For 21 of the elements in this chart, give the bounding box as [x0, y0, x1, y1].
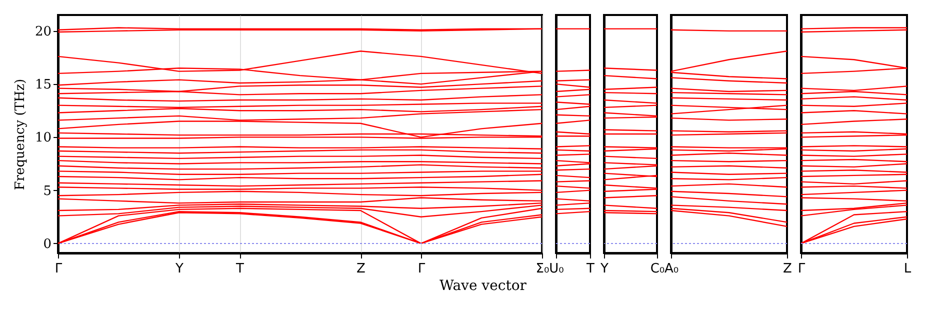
x-tick-label: T [586, 262, 595, 276]
x-tick-label: Γ [54, 262, 63, 276]
y-tick-label: 20 [34, 24, 52, 40]
x-tick-label: U₀ [549, 262, 564, 276]
x-tick-label: L [904, 262, 912, 276]
y-tick-label: 0 [43, 236, 52, 252]
x-axis-title: Wave vector [438, 278, 528, 294]
x-tick-label: A₀ [664, 262, 679, 276]
y-axis-title: Frequency (THz) [12, 78, 28, 190]
x-tick-label: Y [600, 262, 609, 276]
y-tick-label: 10 [34, 130, 52, 146]
x-tick-label: Γ [418, 262, 426, 276]
x-tick-label: Z [783, 262, 792, 276]
x-tick-label: C₀ [650, 262, 665, 276]
x-tick-label: Γ [798, 262, 806, 276]
y-tick-label: 5 [43, 184, 52, 199]
x-tick-label: Σ₀ [536, 262, 550, 276]
x-tick-label: Z [356, 262, 366, 276]
y-tick-label: 15 [34, 78, 52, 93]
x-tick-label: T [235, 262, 244, 276]
x-tick-label: Y [174, 262, 184, 276]
